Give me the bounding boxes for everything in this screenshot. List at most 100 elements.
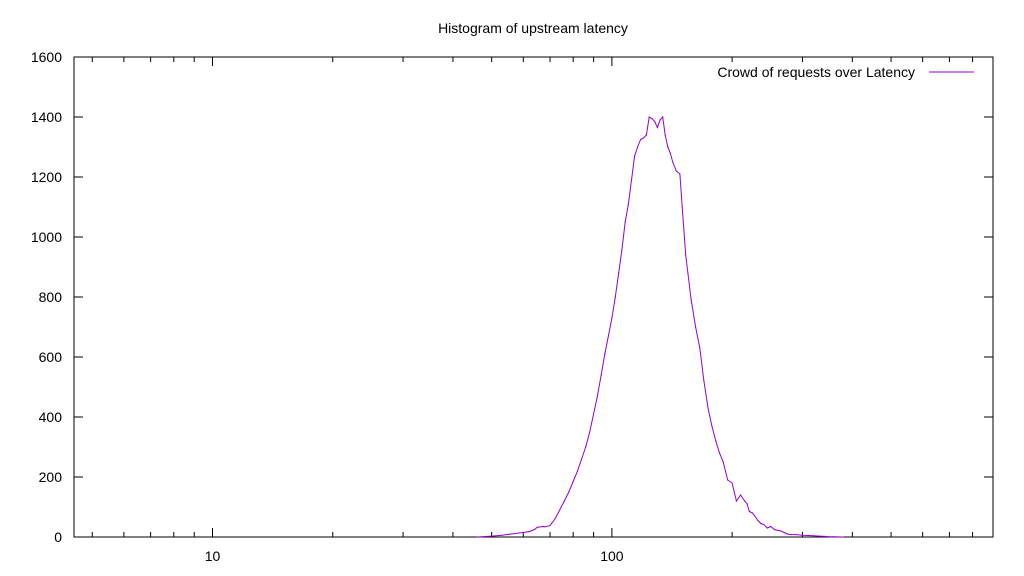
data-point bbox=[549, 525, 551, 527]
data-point bbox=[813, 535, 815, 537]
data-point bbox=[751, 512, 754, 514]
data-point bbox=[568, 491, 570, 493]
data-point bbox=[634, 155, 636, 157]
data-point bbox=[667, 146, 669, 148]
data-point bbox=[703, 380, 705, 382]
data-point bbox=[563, 500, 565, 502]
x-tick-label: 10 bbox=[205, 548, 221, 564]
data-point bbox=[699, 347, 701, 349]
data-point bbox=[630, 179, 633, 181]
data-point bbox=[783, 531, 785, 534]
data-point bbox=[559, 509, 561, 511]
data-point bbox=[614, 296, 616, 298]
data-point bbox=[675, 170, 677, 172]
data-point bbox=[818, 535, 820, 537]
y-tick-label: 200 bbox=[39, 469, 63, 485]
data-point bbox=[491, 535, 493, 537]
data-point bbox=[722, 461, 724, 463]
data-point bbox=[624, 221, 626, 223]
data-point bbox=[541, 525, 544, 528]
y-tick-label: 1400 bbox=[31, 109, 62, 125]
data-point bbox=[757, 519, 759, 522]
data-point bbox=[735, 500, 738, 502]
data-point bbox=[746, 503, 748, 505]
y-tick-label: 1200 bbox=[31, 169, 62, 185]
data-point bbox=[501, 534, 503, 536]
data-point bbox=[476, 536, 478, 538]
legend-label: Crowd of requests over Latency bbox=[717, 64, 915, 80]
data-point bbox=[763, 523, 765, 526]
data-point bbox=[659, 119, 661, 121]
y-tick-label: 0 bbox=[54, 529, 62, 545]
data-point bbox=[621, 248, 623, 250]
series-layer bbox=[476, 115, 845, 538]
data-point bbox=[627, 203, 630, 205]
data-point bbox=[642, 137, 645, 139]
data-point bbox=[681, 206, 683, 208]
data-point bbox=[648, 116, 650, 118]
data-point bbox=[715, 440, 717, 442]
data-point bbox=[604, 353, 606, 355]
data-point bbox=[796, 534, 798, 536]
data-point bbox=[727, 479, 729, 481]
data-point bbox=[662, 116, 664, 118]
x-tick-label: 100 bbox=[600, 548, 624, 564]
data-point bbox=[789, 534, 792, 536]
data-point bbox=[645, 134, 648, 136]
data-point bbox=[754, 515, 756, 517]
y-tick-label: 1000 bbox=[31, 229, 62, 245]
data-point bbox=[766, 527, 768, 529]
data-point bbox=[581, 458, 583, 460]
data-point bbox=[748, 510, 751, 513]
data-point bbox=[777, 529, 779, 532]
data-point bbox=[718, 452, 721, 454]
data-point bbox=[711, 425, 713, 427]
data-point bbox=[600, 374, 602, 376]
data-point bbox=[607, 335, 610, 337]
data-point bbox=[589, 431, 591, 433]
data-point bbox=[654, 120, 656, 123]
data-point bbox=[740, 494, 742, 496]
data-point bbox=[669, 152, 671, 154]
data-point bbox=[672, 161, 674, 163]
chart-title: Histogram of upstream latency bbox=[438, 20, 628, 36]
data-point bbox=[651, 117, 653, 120]
data-point bbox=[773, 528, 775, 531]
data-point bbox=[780, 530, 782, 532]
data-point bbox=[640, 138, 642, 141]
y-tick-label: 1600 bbox=[31, 49, 62, 65]
data-point bbox=[664, 134, 666, 136]
data-point bbox=[695, 326, 697, 328]
y-axis: 0 200 400 600 800 1000 1200 1400 1600 bbox=[31, 49, 993, 545]
data-point bbox=[596, 395, 599, 397]
legend: Crowd of requests over Latency bbox=[717, 64, 974, 80]
data-point bbox=[572, 480, 574, 483]
data-point bbox=[685, 254, 687, 256]
data-point bbox=[770, 525, 772, 528]
data-point bbox=[533, 528, 536, 531]
data-point bbox=[576, 470, 579, 472]
data-point bbox=[801, 534, 804, 536]
data-point bbox=[656, 126, 659, 129]
data-point bbox=[842, 536, 845, 538]
data-point bbox=[707, 407, 709, 409]
data-point bbox=[637, 146, 639, 148]
data-point bbox=[618, 272, 620, 274]
data-point bbox=[611, 317, 613, 319]
data-point bbox=[690, 299, 692, 301]
data-point bbox=[544, 526, 546, 528]
y-tick-label: 800 bbox=[39, 289, 63, 305]
data-point bbox=[687, 272, 689, 274]
data-point bbox=[731, 482, 733, 484]
y-tick-label: 400 bbox=[39, 409, 63, 425]
data-point bbox=[807, 534, 809, 537]
data-point bbox=[522, 531, 524, 534]
data-point bbox=[833, 536, 835, 538]
data-point bbox=[679, 173, 681, 175]
data-point bbox=[510, 533, 512, 535]
series-line bbox=[477, 115, 844, 538]
y-tick-label: 600 bbox=[39, 349, 63, 365]
plot-border bbox=[73, 56, 994, 538]
data-point bbox=[554, 518, 556, 520]
data-point bbox=[744, 500, 746, 502]
